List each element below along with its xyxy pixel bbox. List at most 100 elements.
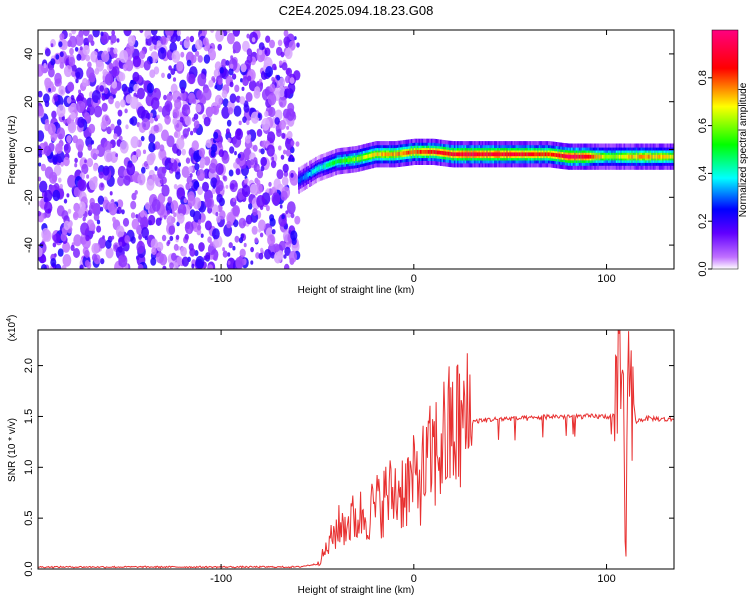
noise-speckle (104, 73, 114, 86)
noise-speckle (217, 141, 223, 148)
ridge-cell (575, 154, 578, 159)
noise-speckle (173, 131, 178, 138)
noise-speckle (217, 43, 222, 51)
noise-speckle (286, 125, 290, 130)
ridge-cell (483, 152, 485, 157)
ridge-cell (404, 151, 407, 155)
ridge-cell (398, 151, 401, 156)
y-tick-label: 0.0 (23, 561, 35, 576)
noise-speckle (290, 230, 298, 241)
noise-speckle (283, 30, 289, 37)
ridge-cell (666, 154, 669, 159)
snr-frame (37, 329, 675, 570)
noise-speckle (168, 65, 172, 71)
noise-speckle (58, 177, 62, 183)
noise-speckle (271, 192, 281, 206)
noise-speckle (68, 32, 72, 38)
noise-speckle (131, 218, 140, 230)
ridge-cell (447, 151, 450, 156)
noise-speckle (38, 145, 42, 157)
noise-speckle (52, 242, 57, 248)
noise-speckle (234, 84, 240, 93)
ridge-cell (511, 152, 513, 157)
noise-speckle (215, 30, 224, 42)
ridge-cell (301, 176, 304, 181)
noise-speckle (68, 65, 71, 70)
noise-speckle (82, 30, 90, 37)
ridge-cell (601, 154, 604, 159)
ridge-cell (544, 152, 547, 157)
ridge-cell (568, 154, 570, 159)
noise-speckle (167, 196, 173, 204)
noise-speckle (181, 148, 186, 156)
noise-speckle (180, 86, 186, 94)
noise-speckle (85, 234, 90, 242)
noise-speckle (38, 162, 42, 167)
noise-speckle (158, 105, 163, 113)
noise-speckle (140, 135, 145, 142)
ridge-cell (538, 152, 541, 157)
ridge-cell (347, 158, 350, 162)
ridge-cell (330, 161, 333, 166)
noise-speckle (92, 30, 100, 38)
noise-speckle (221, 90, 228, 99)
ridge-cell (564, 154, 567, 159)
snr-y-axis-label: SNR (10 * v/v) (7, 418, 18, 482)
noise-speckle (44, 100, 50, 108)
ridge-cell (375, 152, 378, 157)
noise-speckle (230, 183, 235, 190)
noise-speckle (203, 255, 208, 261)
noise-speckle (286, 201, 296, 215)
noise-speckle (61, 116, 65, 121)
noise-speckle (184, 233, 189, 240)
noise-speckle (281, 214, 285, 220)
noise-speckle (283, 149, 287, 155)
noise-speckle (72, 211, 79, 221)
noise-speckle (271, 229, 276, 235)
noise-speckle (111, 235, 115, 240)
ridge-cell (626, 154, 629, 159)
ridge-cell (378, 152, 381, 157)
noise-speckle (161, 234, 167, 242)
ridge-cell (671, 154, 674, 159)
noise-speckle (210, 177, 218, 188)
noise-speckle (96, 144, 106, 158)
noise-speckle (79, 206, 86, 215)
ridge-cell (509, 152, 512, 157)
ridge-cell (521, 152, 524, 157)
noise-speckle (154, 141, 161, 150)
noise-speckle (131, 192, 137, 201)
noise-speckle (195, 50, 200, 57)
ridge-cell (475, 152, 478, 157)
noise-speckle (100, 31, 104, 37)
noise-speckle (119, 140, 129, 154)
noise-speckle (169, 235, 174, 242)
ridge-cell (420, 150, 422, 154)
noise-speckle (122, 217, 130, 227)
noise-speckle (250, 159, 255, 166)
noise-speckle (186, 59, 192, 67)
ridge-cell (592, 154, 595, 159)
ridge-cell (461, 152, 464, 157)
noise-speckle (232, 245, 236, 251)
noise-speckle (202, 181, 209, 192)
noise-speckle (284, 263, 290, 269)
ridge-cell (512, 152, 515, 157)
noise-speckle (283, 254, 287, 259)
noise-speckle (87, 34, 94, 43)
ridge-cell (662, 154, 664, 159)
noise-speckle (47, 78, 51, 83)
noise-speckle (258, 252, 264, 260)
noise-speckle (277, 39, 283, 47)
noise-speckle (196, 228, 202, 236)
noise-speckle (77, 150, 83, 159)
ridge-cell (507, 152, 510, 157)
noise-speckle (197, 224, 202, 231)
noise-speckle (281, 132, 286, 139)
noise-speckle (278, 145, 282, 151)
noise-speckle (221, 58, 227, 68)
noise-speckle (169, 262, 174, 269)
noise-speckle (38, 200, 41, 207)
ridge-cell (355, 157, 357, 161)
snr-scale-factor: (x104) (6, 315, 18, 342)
